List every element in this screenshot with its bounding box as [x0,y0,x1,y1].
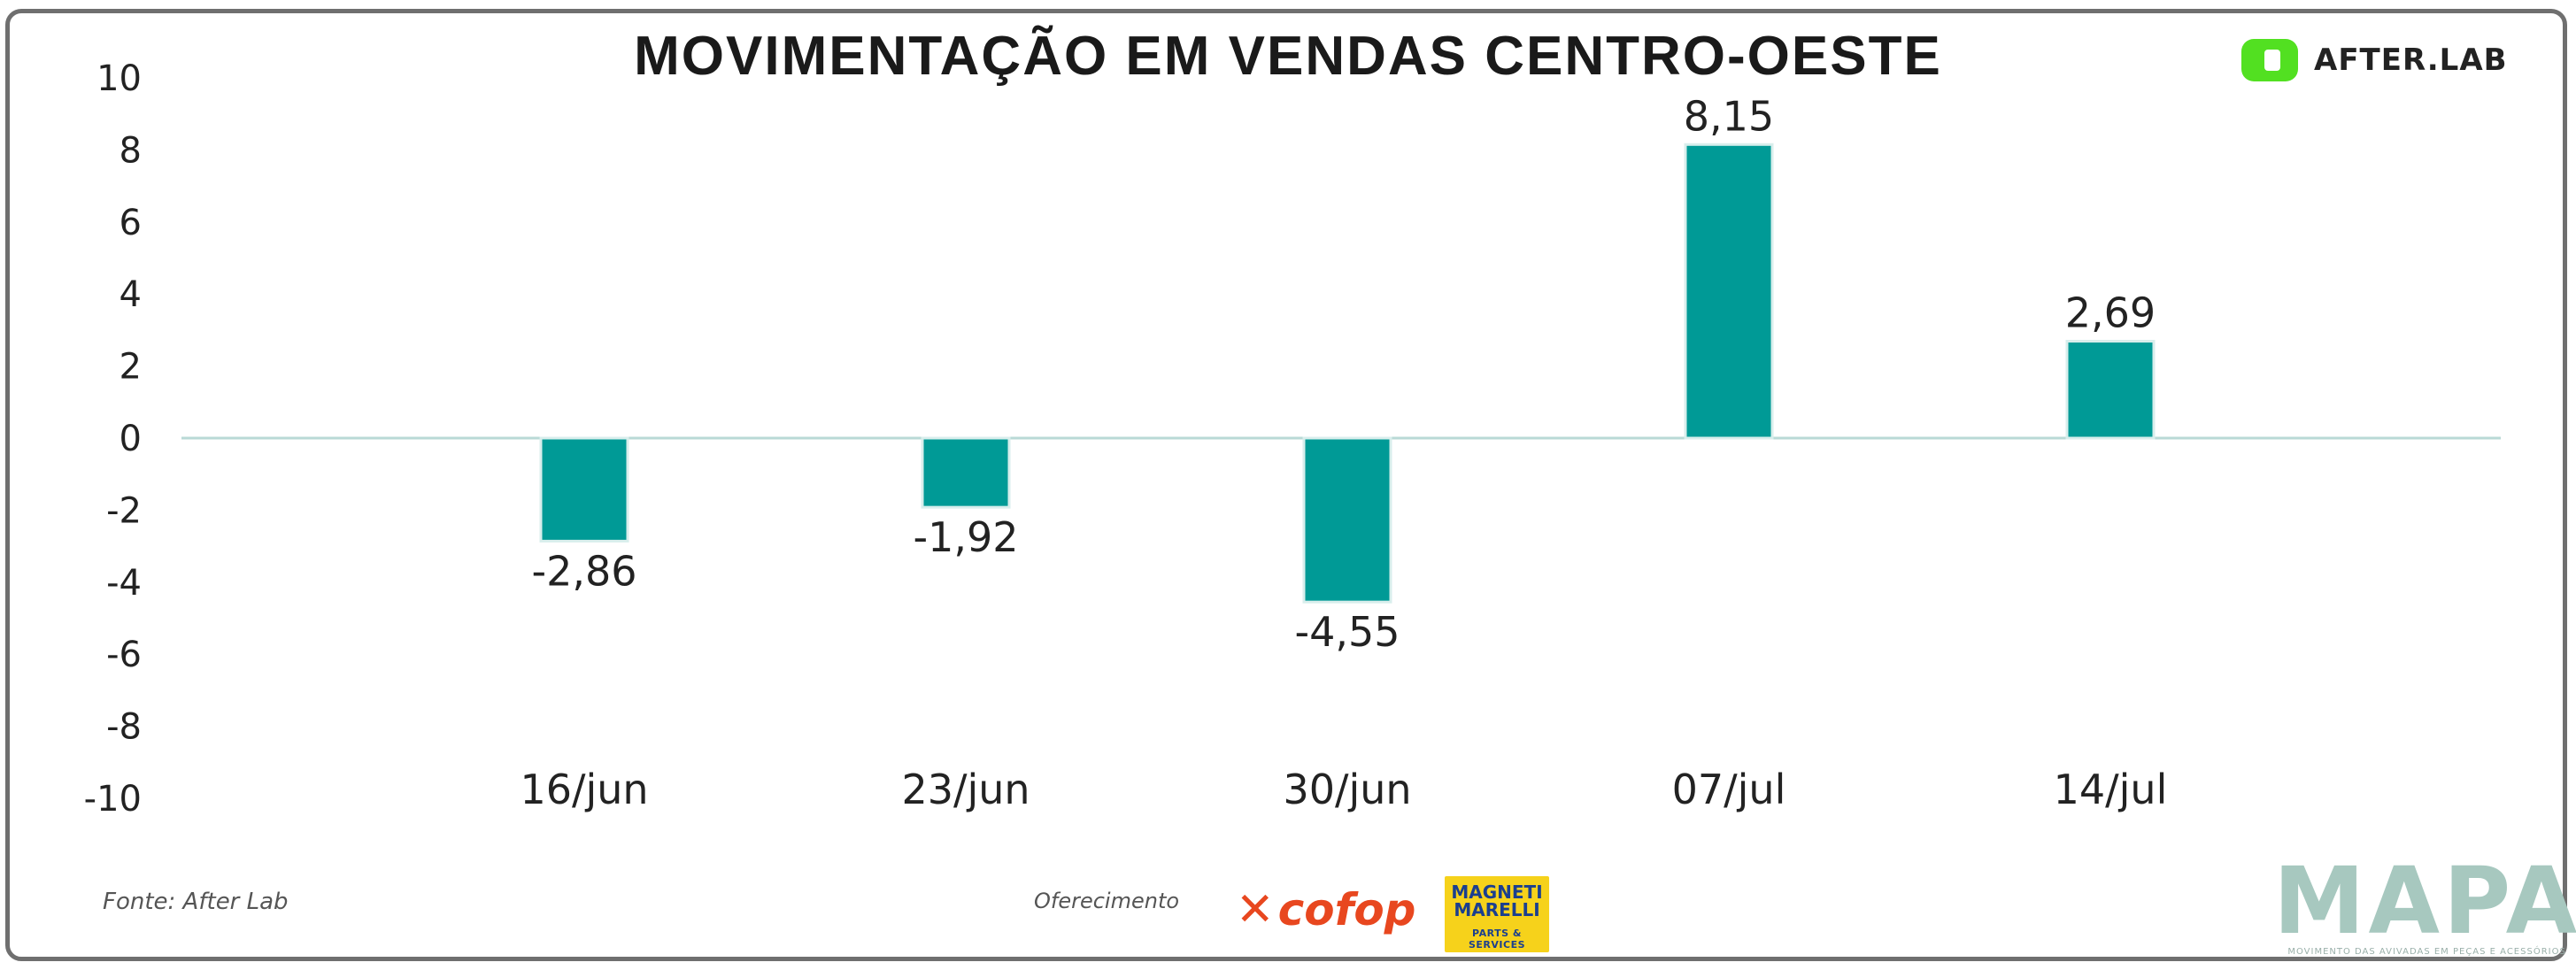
x-tick-label: 16/jun [520,766,648,813]
mm-subtitle: PARTS & SERVICES [1468,928,1526,951]
chart-frame [5,9,2567,961]
y-tick-label: 0 [120,419,142,459]
x-tick-label: 23/jun [901,766,1030,813]
source-note: Fonte: After Lab [103,889,289,915]
mapa-tagline: MOVIMENTO DAS AVIVADAS EM PEÇAS E ACESSÓ… [2287,947,2566,957]
data-label: -2,86 [531,547,636,595]
y-tick-label: -10 [84,779,142,820]
x-tick-label: 07/jul [1672,766,1786,813]
data-label: 2,69 [2065,289,2156,337]
y-tick-label: -2 [106,490,142,531]
y-tick-label: 2 [120,347,142,388]
chart-title: MOVIMENTAÇÃO EM VENDAS CENTRO-OESTE [634,26,1942,87]
mm-line-1: MAGNETI [1451,881,1543,903]
bar-07-jul [1684,142,1774,440]
bar-16-jun [539,436,629,543]
cofop-logo: ✕ cofop [1236,883,1415,936]
afterlab-logo-icon [2241,39,2298,81]
brand-logo: AFTER.LAB [2238,32,2508,89]
bar-23-jun [921,436,1011,509]
cofop-wordmark: cofop [1277,884,1416,935]
y-tick-label: -6 [106,635,142,675]
x-tick-label: 30/jun [1283,766,1411,813]
cofop-mark-icon: ✕ [1236,883,1275,936]
data-label: -4,55 [1294,608,1400,656]
bar-14-jul [2065,340,2156,440]
x-tick-label: 14/jul [2054,766,2168,813]
data-label: -1,92 [913,513,1018,561]
y-tick-label: 6 [120,203,142,243]
y-tick-label: 4 [120,274,142,315]
mapa-logo: MAPA MOVIMENTO DAS AVIVADAS EM PEÇAS E A… [2273,855,2576,957]
mm-line-2: MARELLI [1454,899,1540,920]
magneti-marelli-logo: MAGNETI MARELLI PARTS & SERVICES [1445,876,1549,952]
bar-30-jun [1302,436,1392,604]
mapa-wordmark: MAPA [2273,847,2576,955]
y-tick-label: 8 [120,130,142,171]
brand-name: AFTER.LAB [2314,42,2508,78]
sponsorship-label: Oferecimento [1034,889,1180,913]
data-label: 8,15 [1684,92,1774,140]
y-tick-label: -8 [106,707,142,748]
y-tick-label: -4 [106,563,142,604]
y-tick-label: 10 [96,58,142,99]
